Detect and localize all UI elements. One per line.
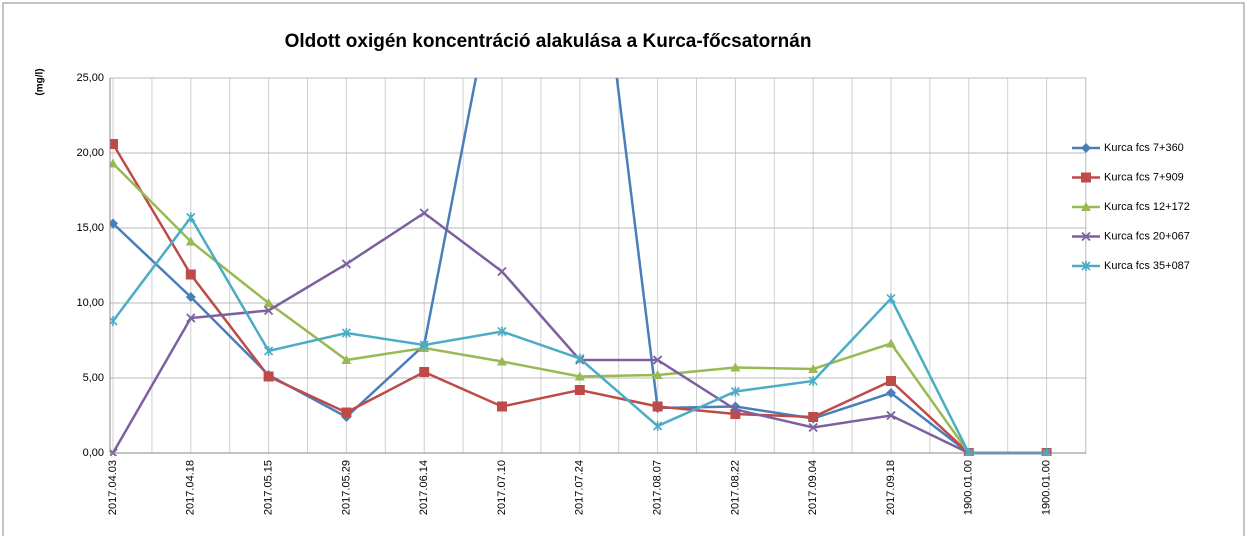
legend-marker (1081, 261, 1091, 271)
chart-title: Oldott oxigén koncentráció alakulása a K… (285, 31, 812, 52)
marker (497, 401, 507, 412)
x-tick-label: 2017.07.24 (574, 460, 586, 515)
marker (263, 298, 274, 307)
marker (185, 236, 196, 246)
legend-marker (1081, 143, 1091, 153)
marker (341, 328, 351, 338)
y-tick-label: 15,00 (76, 222, 104, 234)
marker (574, 371, 585, 381)
marker (808, 422, 818, 433)
x-tick-label: 1900.01.00 (963, 460, 975, 515)
x-tick-label: 2017.04.03 (107, 460, 119, 515)
marker (186, 313, 196, 323)
marker (652, 401, 663, 412)
marker (263, 305, 274, 316)
x-tick-label: 2017.04.18 (185, 460, 197, 515)
marker (886, 388, 896, 398)
marker (419, 367, 430, 377)
legend-marker (1081, 202, 1091, 211)
marker (264, 346, 274, 356)
y-tick-label: 20,00 (76, 147, 104, 159)
legend-label: Kurca fcs 7+909 (1104, 171, 1184, 183)
marker (808, 412, 819, 422)
marker (808, 364, 819, 373)
y-tick-label: 0,00 (83, 447, 104, 459)
marker (185, 292, 196, 302)
marker (808, 376, 818, 386)
y-tick-label: 5,00 (83, 372, 104, 384)
marker (341, 355, 352, 364)
legend-label: Kurca fcs 20+067 (1104, 230, 1190, 242)
marker (886, 376, 896, 386)
marker (186, 212, 196, 223)
y-tick-label: 25,00 (76, 72, 104, 84)
marker (110, 158, 118, 168)
marker (653, 421, 663, 431)
x-tick-label: 2017.06.14 (418, 460, 430, 515)
y-axis-label: (mg/l) (35, 68, 46, 95)
marker (341, 259, 352, 269)
y-tick-label: 10,00 (76, 297, 104, 309)
marker (730, 362, 741, 372)
marker (110, 218, 118, 229)
marker (341, 407, 352, 418)
marker (497, 356, 507, 366)
marker (886, 410, 896, 421)
marker (730, 409, 741, 419)
marker (730, 386, 740, 397)
legend-marker (1081, 172, 1091, 183)
marker (575, 353, 585, 364)
marker (497, 326, 507, 337)
x-tick-label: 2017.08.22 (729, 460, 741, 515)
legend-label: Kurca fcs 7+360 (1104, 142, 1184, 154)
legend-label: Kurca fcs 12+172 (1104, 201, 1190, 213)
annotations: 0,00 5,00 10,00 15,00 20,00 25,00 2017.04.03 20… (76, 72, 1189, 515)
x-tick-label: 2017.09.18 (885, 460, 897, 515)
marker (419, 208, 429, 218)
marker (497, 266, 507, 277)
marker (730, 404, 741, 415)
marker (419, 340, 429, 350)
marker (652, 370, 663, 379)
marker (110, 139, 118, 149)
legend-label: Kurca fcs 35+087 (1104, 260, 1190, 272)
marker (652, 355, 663, 365)
marker (574, 385, 585, 395)
x-tick-label: 1900.01.00 (1041, 460, 1053, 515)
marker (886, 338, 896, 348)
marker (185, 269, 196, 280)
x-tick-label: 2017.09.04 (807, 460, 819, 515)
x-tick-label: 2017.08.07 (652, 460, 664, 515)
x-tick-label: 2017.05.15 (263, 460, 275, 515)
x-tick-label: 2017.05.29 (340, 460, 352, 515)
marker (886, 293, 896, 304)
marker (263, 371, 274, 382)
x-tick-label: 2017.07.10 (496, 460, 508, 515)
legend-marker (1081, 231, 1091, 242)
